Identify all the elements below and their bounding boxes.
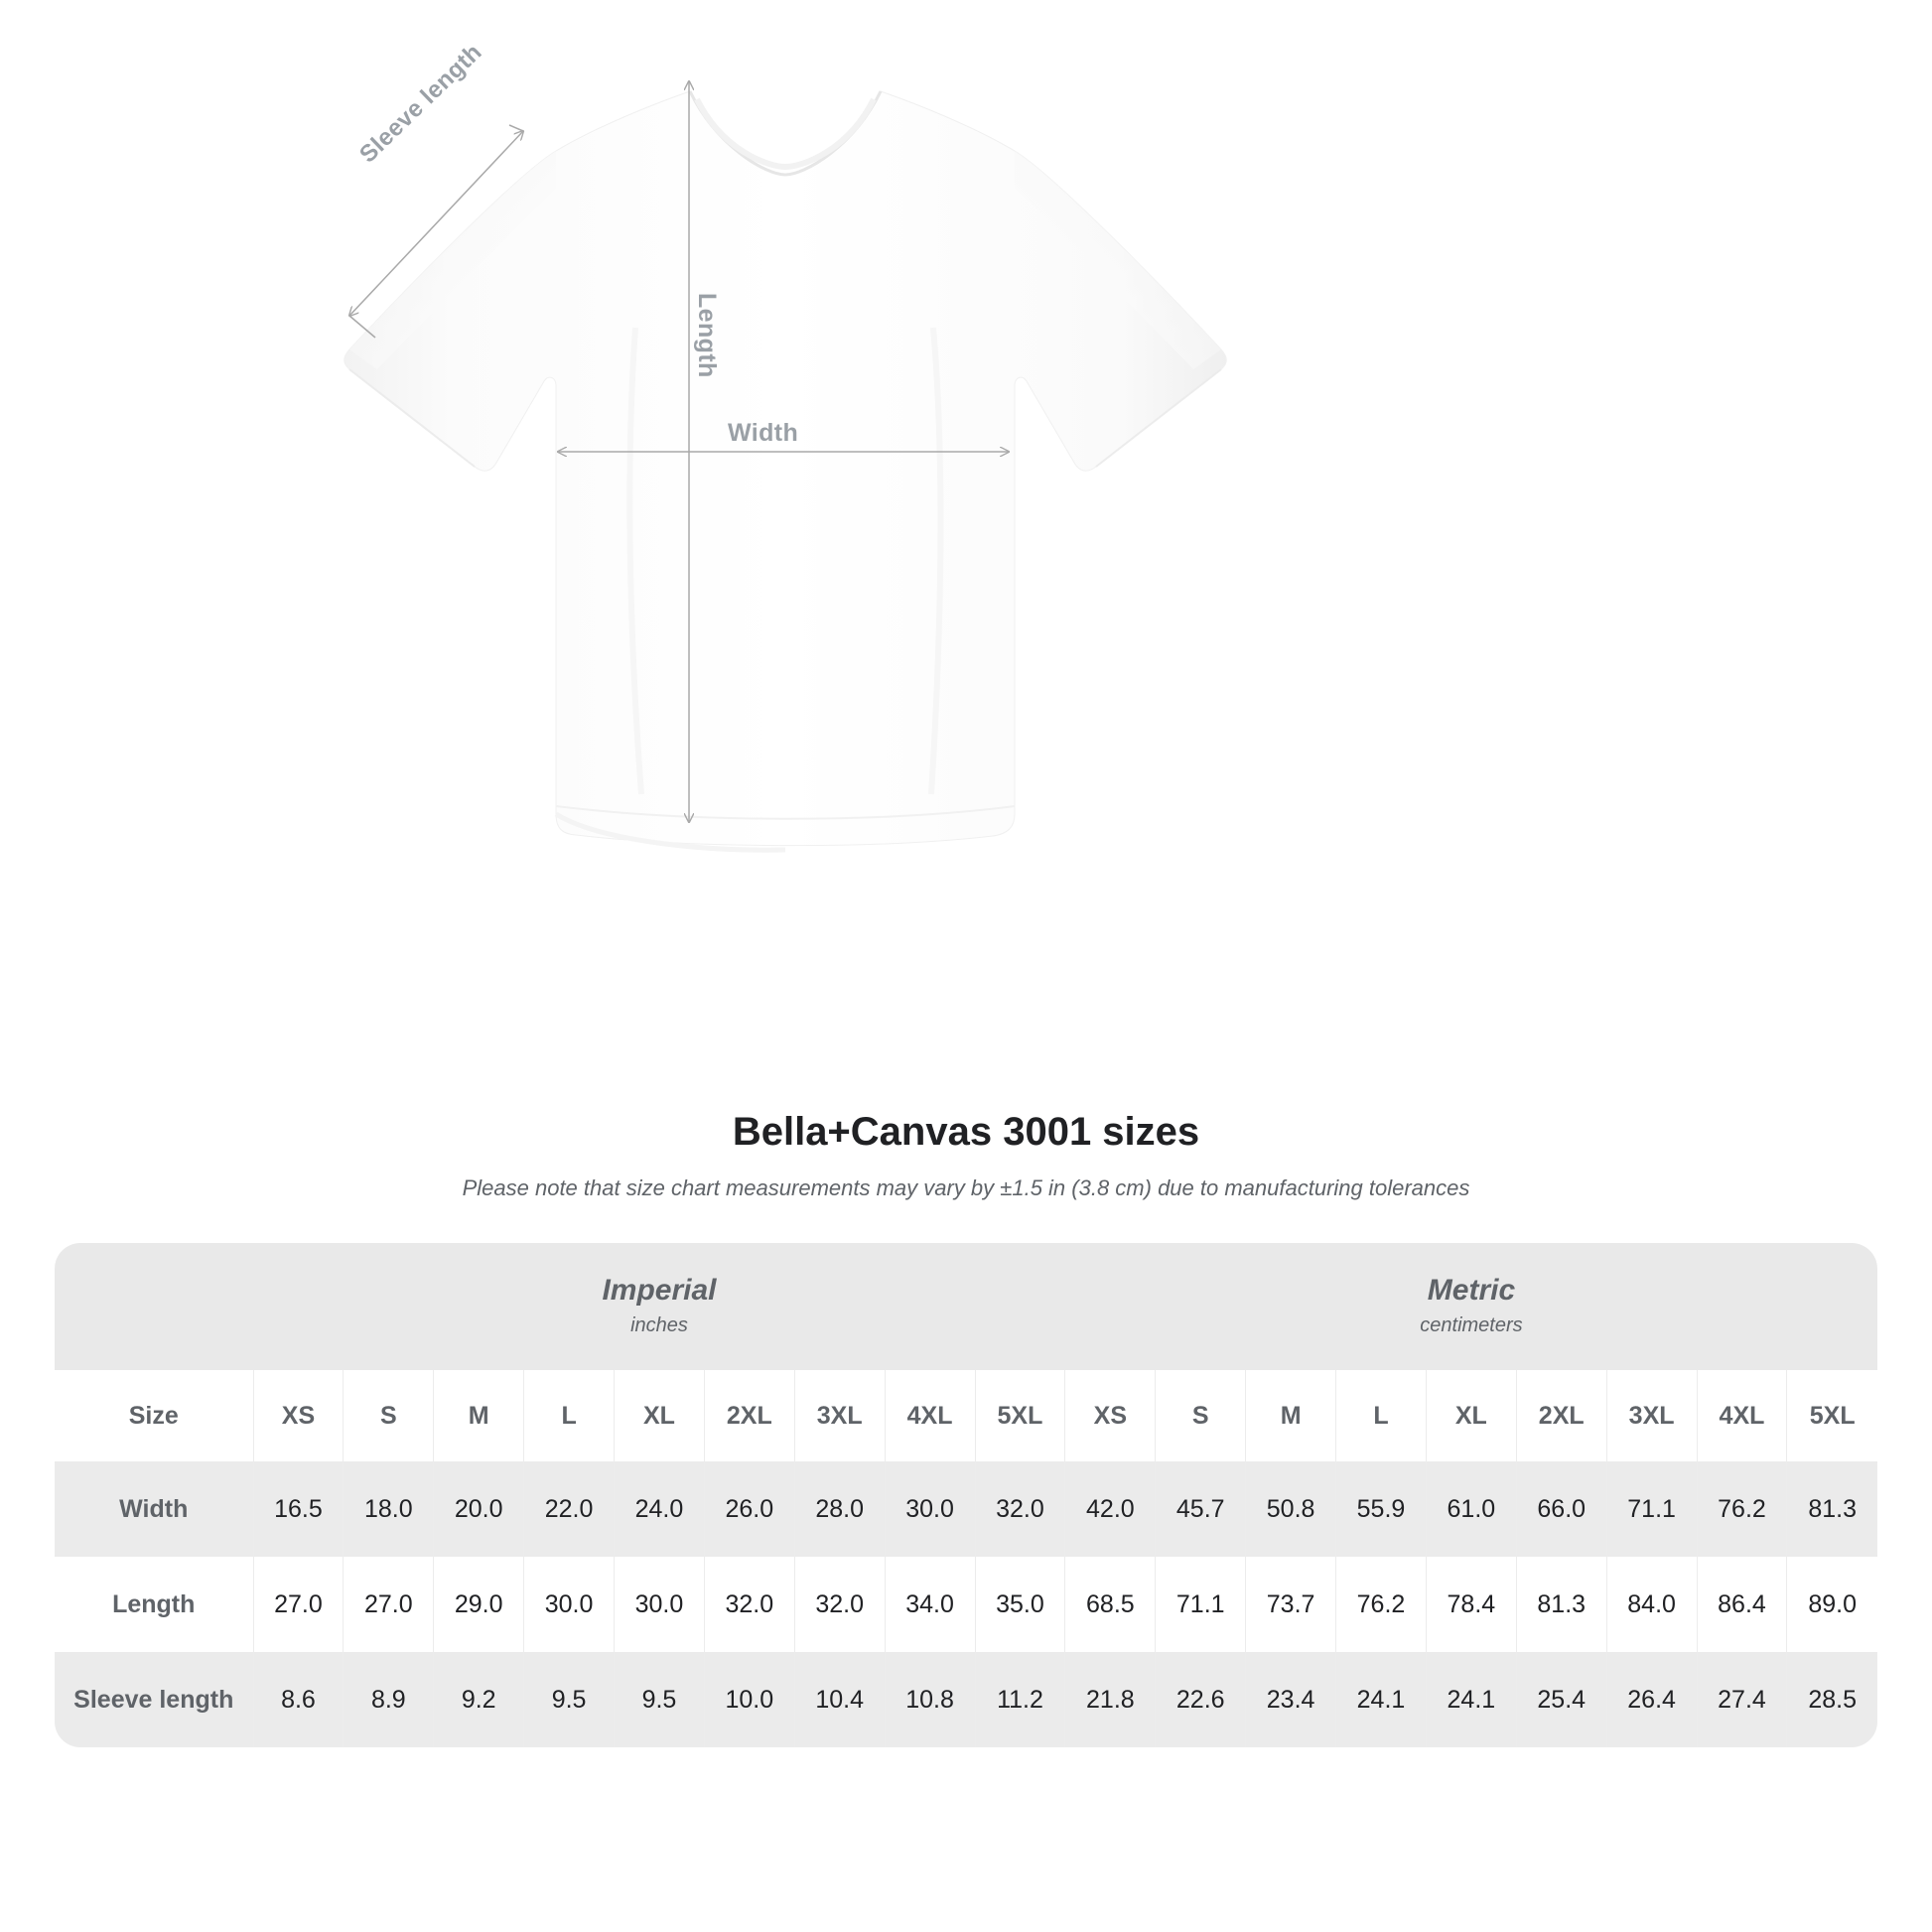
measurement-cell: 30.0 <box>614 1557 705 1652</box>
size-column-header: S <box>343 1370 434 1461</box>
measurement-cell: 68.5 <box>1064 1557 1156 1652</box>
size-column-header: L <box>1335 1370 1427 1461</box>
size-column-header: M <box>1245 1370 1336 1461</box>
tshirt-measurement-diagram: Sleeve length Length Width <box>344 0 1227 853</box>
measurement-cell: 9.5 <box>614 1652 705 1747</box>
measurement-cell: 81.3 <box>1515 1557 1607 1652</box>
page-title: Bella+Canvas 3001 sizes <box>732 1110 1200 1154</box>
shirt-body-shape <box>344 90 1227 853</box>
size-column-header: 5XL <box>1786 1370 1877 1461</box>
measurement-cell: 8.6 <box>252 1652 344 1747</box>
measurement-cell: 42.0 <box>1064 1461 1156 1557</box>
measurement-cell: 27.0 <box>343 1557 434 1652</box>
measurement-cell: 76.2 <box>1335 1557 1427 1652</box>
measurement-cell: 10.0 <box>703 1652 795 1747</box>
size-column-header: 3XL <box>1605 1370 1698 1461</box>
measurement-cell: 84.0 <box>1605 1557 1698 1652</box>
measurement-cell: 66.0 <box>1515 1461 1607 1557</box>
size-column-header: 2XL <box>703 1370 795 1461</box>
size-chart-table: Imperial inches Metric centimeters Size XS S M… <box>55 1243 1877 1747</box>
measurement-cell: 76.2 <box>1696 1461 1787 1557</box>
measurement-cell: 71.1 <box>1155 1557 1246 1652</box>
measurement-cell: 78.4 <box>1425 1557 1517 1652</box>
size-column-header: XS <box>1064 1370 1156 1461</box>
unit-band-row: Imperial inches Metric centimeters <box>55 1243 1877 1370</box>
measurement-cell: 30.0 <box>884 1461 976 1557</box>
table-row: Length 27.0 27.0 29.0 30.0 30.0 32.0 32.0 34.0 35… <box>55 1557 1877 1652</box>
measurement-cell: 61.0 <box>1425 1461 1517 1557</box>
measurement-cell: 30.0 <box>523 1557 615 1652</box>
measurement-cell: 89.0 <box>1786 1557 1877 1652</box>
size-column-header: S <box>1155 1370 1246 1461</box>
measurement-row-label: Width <box>55 1461 254 1557</box>
measurement-cell: 32.0 <box>974 1461 1065 1557</box>
measurement-row-label: Length <box>55 1557 254 1652</box>
measurement-cell: 32.0 <box>703 1557 795 1652</box>
size-column-header: L <box>523 1370 615 1461</box>
unit-group-imperial: Imperial inches <box>253 1243 1065 1370</box>
size-column-header: 4XL <box>1696 1370 1787 1461</box>
measurement-cell: 26.4 <box>1605 1652 1698 1747</box>
size-row-header: Size <box>55 1370 254 1461</box>
unit-group-unit: centimeters <box>1420 1313 1523 1336</box>
size-column-header: XL <box>1425 1370 1517 1461</box>
size-column-header: 4XL <box>884 1370 976 1461</box>
sleeve-length-dimension-arrow <box>349 124 523 339</box>
measurement-cell: 71.1 <box>1605 1461 1698 1557</box>
measurement-cell: 24.1 <box>1335 1652 1427 1747</box>
measurement-cell: 35.0 <box>974 1557 1065 1652</box>
measurement-cell: 27.4 <box>1696 1652 1787 1747</box>
measurement-cell: 28.5 <box>1786 1652 1877 1747</box>
tshirt-illustration <box>344 0 1227 853</box>
measurement-cell: 24.1 <box>1425 1652 1517 1747</box>
measurement-row-label: Sleeve length <box>55 1652 254 1747</box>
measurement-cell: 16.5 <box>252 1461 344 1557</box>
measurement-cell: 73.7 <box>1245 1557 1336 1652</box>
length-label: Length <box>693 293 721 378</box>
measurement-cell: 9.5 <box>523 1652 615 1747</box>
measurement-cell: 86.4 <box>1696 1557 1787 1652</box>
measurement-cell: 26.0 <box>703 1461 795 1557</box>
measurement-cell: 55.9 <box>1335 1461 1427 1557</box>
size-column-header: 3XL <box>793 1370 886 1461</box>
table-row: Width 16.5 18.0 20.0 22.0 24.0 26.0 28.0 30.0 32.… <box>55 1461 1877 1557</box>
unit-group-metric: Metric centimeters <box>1064 1243 1877 1370</box>
table-row: Sleeve length 8.6 8.9 9.2 9.5 9.5 10.0 10.4 10.8… <box>55 1652 1877 1747</box>
size-column-header: M <box>433 1370 524 1461</box>
measurement-cell: 21.8 <box>1064 1652 1156 1747</box>
measurement-cell: 8.9 <box>343 1652 434 1747</box>
measurement-cell: 25.4 <box>1515 1652 1607 1747</box>
size-column-header: XS <box>252 1370 344 1461</box>
measurement-cell: 24.0 <box>614 1461 705 1557</box>
measurement-cell: 50.8 <box>1245 1461 1336 1557</box>
measurement-cell: 29.0 <box>433 1557 524 1652</box>
measurement-cell: 10.8 <box>884 1652 976 1747</box>
measurement-cell: 22.0 <box>523 1461 615 1557</box>
measurement-cell: 18.0 <box>343 1461 434 1557</box>
measurement-cell: 22.6 <box>1155 1652 1246 1747</box>
size-column-header: XL <box>614 1370 705 1461</box>
width-label: Width <box>728 419 799 447</box>
measurement-cell: 11.2 <box>974 1652 1065 1747</box>
size-column-header: 5XL <box>974 1370 1065 1461</box>
measurement-cell: 27.0 <box>252 1557 344 1652</box>
unit-band-corner <box>55 1243 254 1370</box>
measurement-cell: 28.0 <box>793 1461 886 1557</box>
unit-group-unit: inches <box>630 1313 688 1336</box>
size-column-header: 2XL <box>1515 1370 1607 1461</box>
measurement-cell: 20.0 <box>433 1461 524 1557</box>
tolerance-note: Please note that size chart measurements… <box>462 1175 1470 1200</box>
unit-group-name: Metric <box>1427 1274 1516 1308</box>
unit-group-name: Imperial <box>602 1274 717 1308</box>
measurement-cell: 10.4 <box>793 1652 886 1747</box>
measurement-cell: 81.3 <box>1786 1461 1877 1557</box>
measurement-cell: 23.4 <box>1245 1652 1336 1747</box>
size-chart-body: Width 16.5 18.0 20.0 22.0 24.0 26.0 28.0 30.0 32.… <box>55 1461 1877 1747</box>
measurement-cell: 32.0 <box>793 1557 886 1652</box>
measurement-cell: 34.0 <box>884 1557 976 1652</box>
measurement-cell: 9.2 <box>433 1652 524 1747</box>
size-header-row: Size XS S M L XL 2XL 3XL 4XL 5XL XS S M L XL 2XL 3XL 4XL 5… <box>55 1370 1877 1461</box>
measurement-cell: 45.7 <box>1155 1461 1246 1557</box>
size-chart-section: Bella+Canvas 3001 sizes Please note that… <box>0 1112 1932 1747</box>
